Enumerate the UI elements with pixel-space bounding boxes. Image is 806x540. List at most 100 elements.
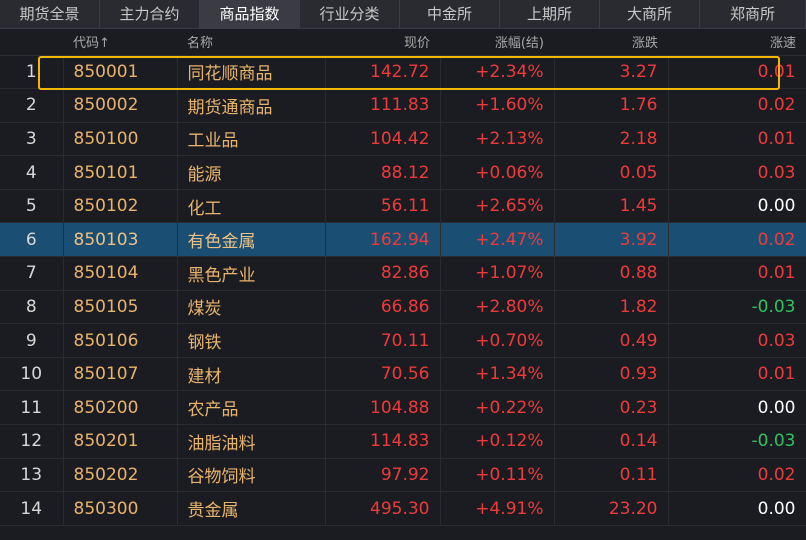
row-name: 油脂油料 xyxy=(177,424,326,459)
tab-3[interactable]: 行业分类 xyxy=(300,0,400,28)
column-header-change[interactable]: 涨跌 xyxy=(554,29,668,56)
row-name: 黑色产业 xyxy=(177,256,326,291)
row-change-pct: +1.60% xyxy=(440,88,555,123)
row-change-pct: +0.11% xyxy=(440,458,555,493)
row-price: 104.42 xyxy=(325,122,441,157)
row-code: 850001 xyxy=(63,55,178,90)
row-code: 850201 xyxy=(63,424,178,459)
row-change-pct: +2.80% xyxy=(440,290,555,325)
table-row[interactable]: 6 850103 有色金属 162.94 +2.47% 3.92 0.02 xyxy=(0,222,806,258)
table-row[interactable]: 1 850001 同花顺商品 142.72 +2.34% 3.27 0.01 xyxy=(0,55,806,90)
table-row[interactable]: 12 850201 油脂油料 114.83 +0.12% 0.14 -0.03 xyxy=(0,424,806,459)
row-change: 3.92 xyxy=(554,222,669,258)
row-code: 850105 xyxy=(63,290,178,325)
table-row[interactable]: 5 850102 化工 56.11 +2.65% 1.45 0.00 xyxy=(0,189,806,224)
table-row[interactable]: 7 850104 黑色产业 82.86 +1.07% 0.88 0.01 xyxy=(0,256,806,291)
row-index: 10 xyxy=(0,357,64,392)
table-row[interactable]: 8 850105 煤炭 66.86 +2.80% 1.82 -0.03 xyxy=(0,290,806,325)
row-speed: 0.00 xyxy=(668,390,806,426)
row-index: 11 xyxy=(0,390,64,426)
row-index: 2 xyxy=(0,88,64,123)
row-name: 工业品 xyxy=(177,122,326,157)
table-row[interactable]: 14 850300 贵金属 495.30 +4.91% 23.20 0.00 xyxy=(0,491,806,526)
row-change: 0.88 xyxy=(554,256,669,291)
row-index: 12 xyxy=(0,424,64,459)
row-change-pct: +1.34% xyxy=(440,357,555,392)
row-price: 495.30 xyxy=(325,491,441,526)
row-price: 70.11 xyxy=(325,323,441,358)
row-name: 煤炭 xyxy=(177,290,326,325)
row-speed: 0.01 xyxy=(668,357,806,392)
row-speed: 0.02 xyxy=(668,222,806,258)
row-code: 850107 xyxy=(63,357,178,392)
row-name: 化工 xyxy=(177,189,326,224)
table-row[interactable]: 11 850200 农产品 104.88 +0.22% 0.23 0.00 xyxy=(0,390,806,426)
row-code: 850200 xyxy=(63,390,178,426)
row-index: 13 xyxy=(0,458,64,493)
row-change-pct: +2.65% xyxy=(440,189,555,224)
row-change: 2.18 xyxy=(554,122,669,157)
column-header-name[interactable]: 名称 xyxy=(177,29,325,56)
row-code: 850103 xyxy=(63,222,178,258)
row-code: 850300 xyxy=(63,491,178,526)
row-change-pct: +2.34% xyxy=(440,55,555,90)
row-change: 1.82 xyxy=(554,290,669,325)
row-name: 农产品 xyxy=(177,390,326,426)
row-change: 3.27 xyxy=(554,55,669,90)
tab-2[interactable]: 商品指数 xyxy=(200,0,300,28)
row-index: 8 xyxy=(0,290,64,325)
row-code: 850002 xyxy=(63,88,178,123)
row-price: 82.86 xyxy=(325,256,441,291)
row-change: 0.14 xyxy=(554,424,669,459)
row-speed: 0.03 xyxy=(668,323,806,358)
row-index: 14 xyxy=(0,491,64,526)
tab-1[interactable]: 主力合约 xyxy=(100,0,200,28)
row-index: 6 xyxy=(0,222,64,258)
table-row[interactable]: 10 850107 建材 70.56 +1.34% 0.93 0.01 xyxy=(0,357,806,392)
tab-0[interactable]: 期货全景 xyxy=(0,0,100,28)
row-code: 850101 xyxy=(63,155,178,190)
table-row[interactable]: 3 850100 工业品 104.42 +2.13% 2.18 0.01 xyxy=(0,122,806,157)
row-name: 谷物饲料 xyxy=(177,458,326,493)
row-change: 0.23 xyxy=(554,390,669,426)
table-row[interactable]: 13 850202 谷物饲料 97.92 +0.11% 0.11 0.02 xyxy=(0,458,806,493)
row-change: 0.93 xyxy=(554,357,669,392)
row-name: 能源 xyxy=(177,155,326,190)
row-change: 0.49 xyxy=(554,323,669,358)
row-speed: -0.03 xyxy=(668,424,806,459)
row-change-pct: +2.13% xyxy=(440,122,555,157)
market-tab-bar: 期货全景 主力合约 商品指数 行业分类 中金所 上期所 大商所 郑商所 xyxy=(0,0,806,29)
row-speed: 0.00 xyxy=(668,491,806,526)
row-price: 70.56 xyxy=(325,357,441,392)
column-header-price[interactable]: 现价 xyxy=(325,29,440,56)
table-row[interactable]: 2 850002 期货通商品 111.83 +1.60% 1.76 0.02 xyxy=(0,88,806,123)
column-header-speed[interactable]: 涨速 xyxy=(668,29,806,56)
row-change-pct: +0.06% xyxy=(440,155,555,190)
column-header-change-pct[interactable]: 涨幅(结) xyxy=(440,29,554,56)
column-header-code[interactable]: 代码↑ xyxy=(63,29,177,56)
tab-5[interactable]: 上期所 xyxy=(500,0,600,28)
row-name: 同花顺商品 xyxy=(177,55,326,90)
row-speed: 0.01 xyxy=(668,122,806,157)
row-price: 56.11 xyxy=(325,189,441,224)
tab-4[interactable]: 中金所 xyxy=(400,0,500,28)
row-change-pct: +0.70% xyxy=(440,323,555,358)
table-row[interactable]: 4 850101 能源 88.12 +0.06% 0.05 0.03 xyxy=(0,155,806,190)
row-price: 104.88 xyxy=(325,390,441,426)
row-index: 7 xyxy=(0,256,64,291)
row-speed: -0.03 xyxy=(668,290,806,325)
table-header-row: 代码↑ 名称 现价 涨幅(结) 涨跌 涨速 xyxy=(0,29,806,56)
row-name: 贵金属 xyxy=(177,491,326,526)
row-name: 期货通商品 xyxy=(177,88,326,123)
column-header-index xyxy=(0,29,63,56)
tab-7[interactable]: 郑商所 xyxy=(700,0,806,28)
commodity-index-table: 代码↑ 名称 现价 涨幅(结) 涨跌 涨速 1 850001 同花顺商品 142.72… xyxy=(0,29,806,526)
tab-6[interactable]: 大商所 xyxy=(600,0,700,28)
row-index: 9 xyxy=(0,323,64,358)
table-row[interactable]: 9 850106 钢铁 70.11 +0.70% 0.49 0.03 xyxy=(0,323,806,358)
row-change-pct: +4.91% xyxy=(440,491,555,526)
row-change: 1.76 xyxy=(554,88,669,123)
row-price: 88.12 xyxy=(325,155,441,190)
row-index: 5 xyxy=(0,189,64,224)
row-change-pct: +1.07% xyxy=(440,256,555,291)
